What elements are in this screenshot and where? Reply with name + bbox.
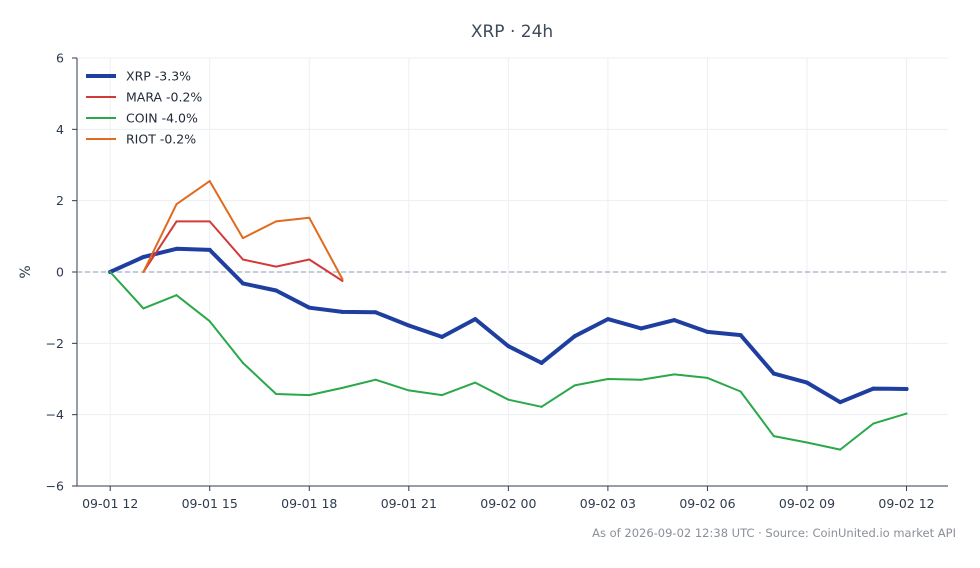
series-group-2	[109, 271, 908, 451]
x-tick-label: 09-02 00	[480, 496, 536, 511]
data-point	[208, 180, 211, 183]
data-point	[705, 329, 710, 334]
y-tick-label: 6	[56, 51, 64, 66]
data-point	[307, 305, 312, 310]
data-point	[739, 390, 742, 393]
data-point	[606, 378, 609, 380]
data-point	[406, 323, 411, 328]
data-point	[207, 247, 212, 252]
chart-title: XRP · 24h	[471, 22, 553, 42]
data-point	[341, 386, 344, 389]
data-point	[673, 373, 676, 376]
data-point	[473, 317, 478, 322]
data-point	[738, 333, 743, 338]
data-point	[109, 271, 112, 273]
data-point	[804, 380, 809, 385]
data-point	[540, 405, 543, 408]
data-point	[506, 344, 511, 349]
x-tick-label: 09-01 15	[182, 496, 238, 511]
data-point	[175, 220, 178, 223]
data-point	[573, 384, 576, 387]
y-axis-label: %	[18, 265, 34, 278]
data-point	[241, 237, 244, 240]
data-point	[175, 294, 178, 297]
data-point	[241, 258, 244, 261]
data-point	[871, 386, 876, 391]
series-group-0	[108, 246, 909, 405]
data-point	[904, 386, 909, 391]
legend-label: MARA -0.2%	[126, 90, 202, 105]
data-point	[275, 220, 278, 223]
data-point	[474, 381, 477, 384]
data-point	[308, 258, 311, 261]
data-point	[672, 318, 677, 323]
data-point	[639, 326, 644, 331]
data-point	[905, 412, 908, 415]
data-point	[241, 361, 244, 364]
legend-label: COIN -4.0%	[126, 111, 198, 126]
y-tick-label: 0	[56, 265, 64, 280]
data-point	[374, 378, 377, 381]
y-tick-label: 2	[56, 193, 64, 208]
data-point	[340, 309, 345, 314]
x-tick-label: 09-01 12	[82, 496, 138, 511]
y-tick-label: −4	[46, 407, 64, 422]
data-point	[275, 265, 278, 268]
x-tick-label: 09-01 18	[281, 496, 337, 511]
data-point	[872, 422, 875, 425]
data-point	[274, 288, 279, 293]
legend-label: XRP -3.3%	[126, 69, 191, 84]
data-point	[440, 394, 443, 397]
data-point	[572, 334, 577, 339]
data-point	[407, 389, 410, 392]
x-tick-label: 09-02 12	[878, 496, 934, 511]
data-point	[174, 246, 179, 251]
axes: 6 4 2 0 −2 −4 −6 09-01 12 09-01 15 09-01 18 09-01 …	[46, 51, 948, 511]
series-group-3	[142, 180, 344, 281]
y-tick-label: 4	[56, 122, 64, 137]
legend-label: RIOT -0.2%	[126, 132, 196, 147]
data-point	[805, 441, 808, 444]
data-point	[373, 310, 378, 315]
data-point	[706, 376, 709, 379]
data-point	[439, 334, 444, 339]
data-point	[240, 281, 245, 286]
data-point	[308, 216, 311, 219]
data-point	[175, 203, 178, 206]
data-point	[341, 278, 344, 281]
series-layer	[108, 180, 909, 451]
data-point	[772, 435, 775, 438]
data-point	[839, 448, 842, 451]
data-point	[507, 398, 510, 401]
x-tick-label: 09-02 03	[580, 496, 636, 511]
source-footer: As of 2026-09-02 12:38 UTC · Source: Coi…	[592, 526, 956, 540]
x-tick-label: 09-01 21	[381, 496, 437, 511]
data-point	[605, 317, 610, 322]
x-tick-label: 09-02 06	[679, 496, 735, 511]
data-point	[142, 271, 145, 273]
data-point	[142, 307, 145, 310]
data-point	[141, 255, 146, 260]
data-point	[341, 279, 344, 282]
y-tick-label: −6	[46, 479, 64, 494]
data-point	[640, 378, 643, 381]
data-point	[208, 220, 211, 223]
data-point	[208, 320, 211, 323]
y-tick-label: −2	[46, 336, 64, 351]
data-point	[539, 360, 544, 365]
data-point	[771, 371, 776, 376]
series-line-3	[142, 180, 344, 281]
data-point	[308, 394, 311, 397]
data-point	[838, 400, 843, 405]
x-tick-label: 09-02 09	[779, 496, 835, 511]
data-point	[275, 392, 278, 395]
legend: XRP -3.3% MARA -0.2% COIN -4.0% RIOT -0.2%	[86, 69, 202, 147]
